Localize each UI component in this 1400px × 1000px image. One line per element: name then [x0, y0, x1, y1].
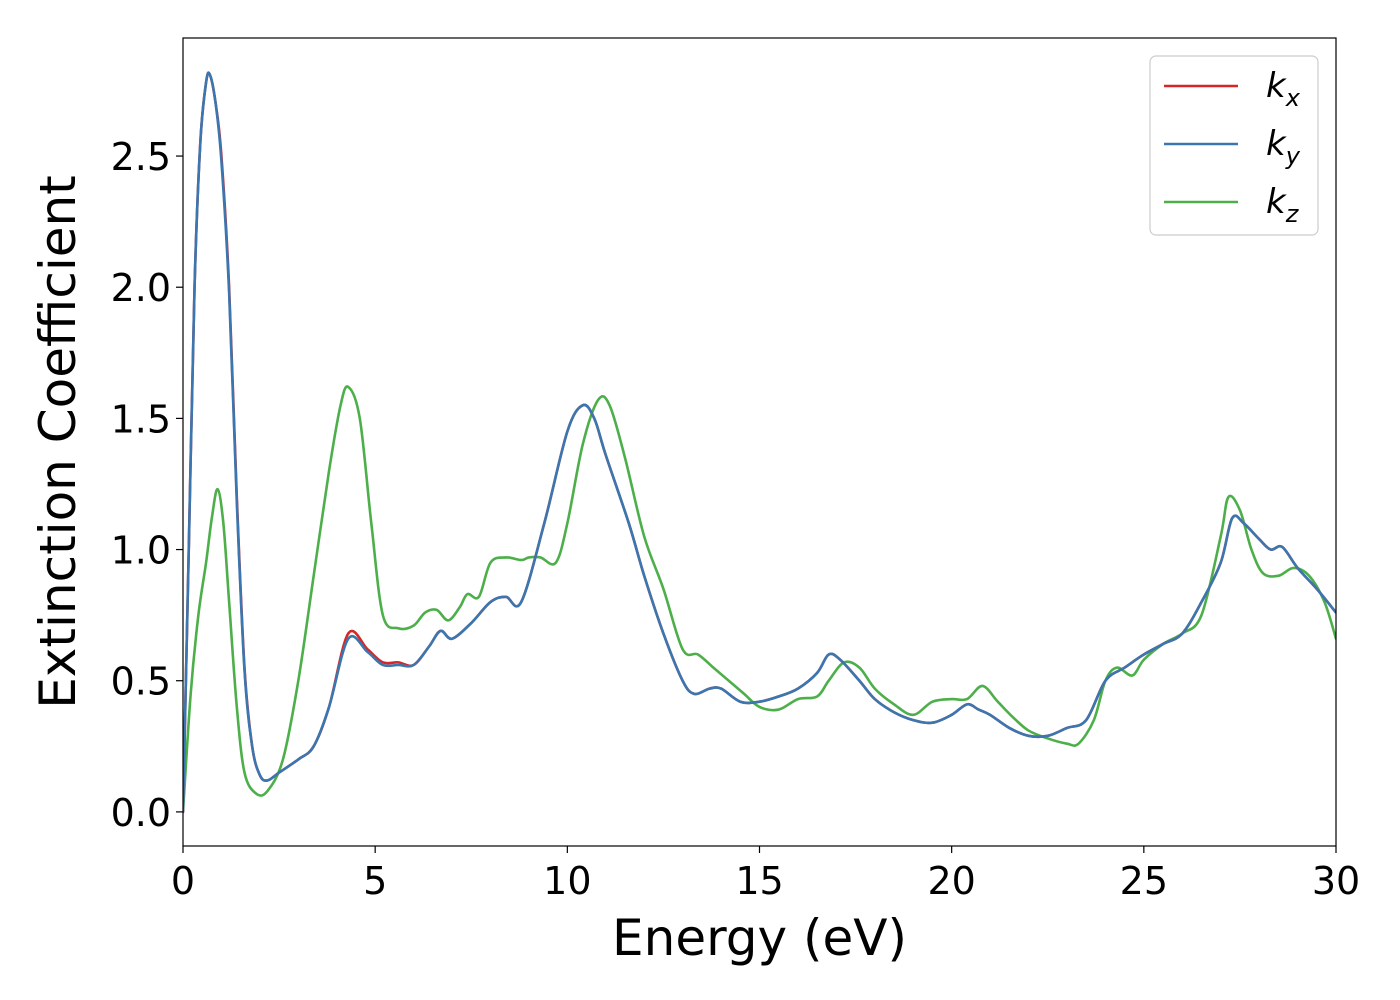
legend-label-subscript: z	[1285, 200, 1300, 228]
legend-label-x: kx	[1266, 66, 1301, 112]
x-tick-label: 10	[543, 859, 591, 903]
series-line-z	[183, 385, 1336, 814]
x-tick-label: 0	[171, 859, 195, 903]
x-tick-label: 20	[927, 859, 975, 903]
series-line-y	[183, 71, 1336, 814]
legend-label-y: ky	[1266, 124, 1301, 170]
y-tick-label: 1.0	[111, 529, 171, 573]
legend-label-base: k	[1266, 182, 1287, 222]
legend-box	[1149, 55, 1319, 236]
legend-label-base: k	[1266, 124, 1287, 164]
x-tick-label: 30	[1312, 859, 1360, 903]
x-tick-label: 25	[1120, 859, 1168, 903]
y-axis-title: Extinction Coefficient	[29, 175, 87, 709]
y-tick-label: 1.5	[111, 397, 171, 441]
y-axis-ticks: 0.0 0.5 1.0 1.5 2.0 2.5	[111, 135, 183, 835]
x-axis-title: Energy (eV)	[612, 909, 907, 967]
legend-label-subscript: x	[1285, 84, 1301, 112]
plot-frame	[182, 37, 1337, 847]
x-axis-ticks: 0 5 10 15 20 25 30	[171, 846, 1360, 903]
legend-label-subscript: y	[1285, 142, 1301, 170]
legend-label-z: kz	[1266, 182, 1300, 228]
x-tick-label: 15	[735, 859, 783, 903]
y-tick-label: 0.5	[111, 660, 171, 704]
series-lines	[183, 71, 1336, 814]
x-tick-label: 5	[363, 859, 387, 903]
y-tick-label: 2.0	[111, 266, 171, 310]
legend-label-base: k	[1266, 66, 1287, 106]
y-tick-label: 2.5	[111, 135, 171, 179]
y-tick-label: 0.0	[111, 791, 171, 835]
